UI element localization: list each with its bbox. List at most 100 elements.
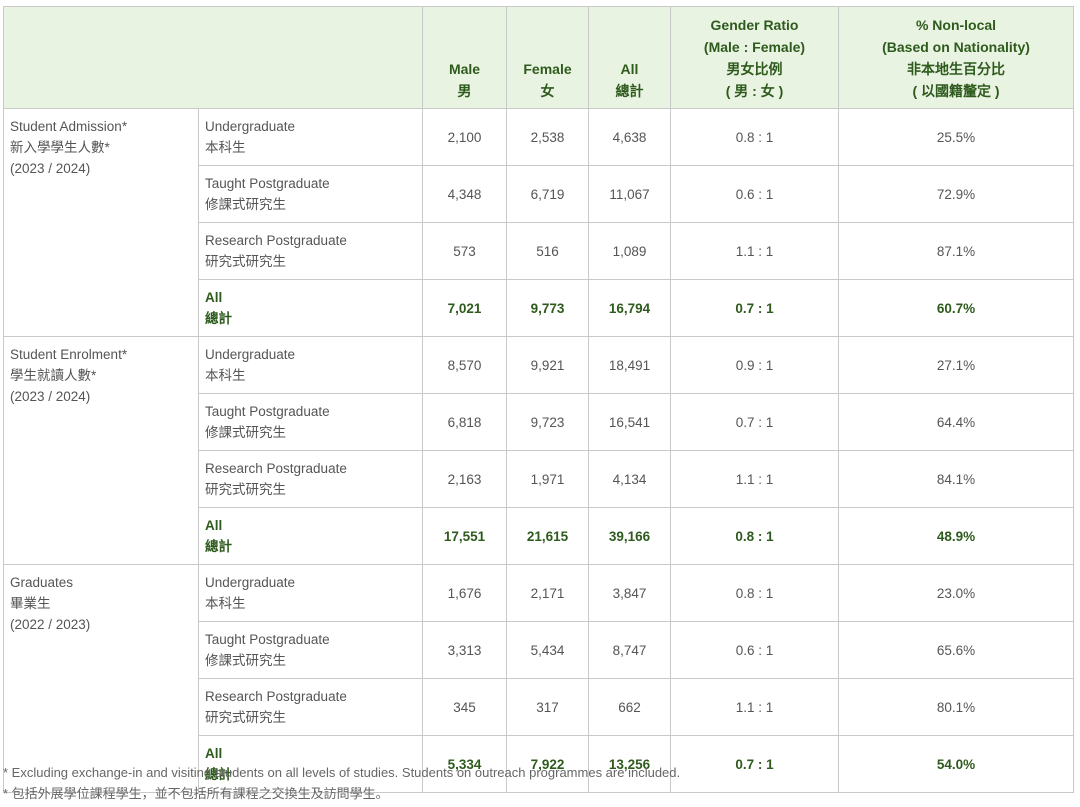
all-count-cell: 39,166: [588, 507, 671, 565]
table-row: Taught Postgraduate 修課式研究生 3,313 5,434 8,747…: [4, 621, 1074, 679]
study-level-zh: 本科生: [205, 368, 246, 383]
study-level-zh: 修課式研究生: [205, 197, 286, 212]
total-row: All 總計 7,021 9,773 16,794 0.7 : 1 60.7%: [4, 279, 1074, 337]
non-local-percent-cell: 23.0%: [838, 564, 1074, 622]
group-label-line: Student Admission*: [10, 119, 128, 134]
study-level-cell: Taught Postgraduate 修課式研究生: [198, 165, 423, 223]
non-local-percent-cell: 54.0%: [838, 735, 1074, 793]
non-local-percent-cell: 48.9%: [838, 507, 1074, 565]
female-count-cell: 7,922: [506, 735, 589, 793]
non-local-percent-cell: 80.1%: [838, 678, 1074, 736]
non-local-percent-cell: 72.9%: [838, 165, 1074, 223]
study-level-en: Research Postgraduate: [205, 233, 347, 248]
gender-ratio-cell: 1.1 : 1: [670, 678, 839, 736]
study-level-cell: Undergraduate 本科生: [198, 564, 423, 622]
study-level-cell: All 總計: [198, 735, 423, 793]
non-local-percent-cell: 60.7%: [838, 279, 1074, 337]
study-level-en: Undergraduate: [205, 347, 296, 362]
gender-ratio-cell: 0.8 : 1: [670, 108, 839, 166]
female-count-cell: 9,921: [506, 336, 589, 394]
table-row: Research Postgraduate 研究式研究生 573 516 1,089 1.…: [4, 222, 1074, 280]
all-count-cell: 11,067: [588, 165, 671, 223]
study-level-cell: Undergraduate 本科生: [198, 108, 423, 166]
header-ratio-line2: (Male : Female): [703, 39, 806, 55]
table-row: Taught Postgraduate 修課式研究生 4,348 6,719 11,06…: [4, 165, 1074, 223]
study-level-en: Taught Postgraduate: [205, 176, 330, 191]
study-level-en: Taught Postgraduate: [205, 632, 330, 647]
all-count-cell: 662: [588, 678, 671, 736]
header-gender-ratio: Gender Ratio (Male : Female) 男女比例 ( 男 : …: [670, 6, 839, 109]
study-level-en: Research Postgraduate: [205, 461, 347, 476]
header-all-en: All: [620, 61, 639, 77]
header-ratio-line1: Gender Ratio: [710, 17, 799, 33]
male-count-cell: 1,676: [422, 564, 507, 622]
table-row: Student Enrolment* 學生就讀人數* (2023 / 2024) Un…: [3, 336, 1074, 565]
male-count-cell: 4,348: [422, 165, 507, 223]
group-label-cell: Graduates 畢業生 (2022 / 2023): [3, 564, 199, 793]
study-level-zh: 總計: [205, 539, 232, 554]
female-count-cell: 9,773: [506, 279, 589, 337]
header-row: Male 男 Female 女 All 總計 Gender Ratio (Mal…: [3, 6, 1074, 109]
header-nonlocal-line3: 非本地生百分比: [907, 61, 1005, 77]
table-row: Student Admission* 新入學學生人數* (2023 / 2024) U…: [3, 108, 1074, 337]
group-label-line: 畢業生: [10, 596, 51, 611]
female-count-cell: 9,723: [506, 393, 589, 451]
header-all: All 總計: [588, 6, 671, 109]
study-level-zh: 研究式研究生: [205, 254, 286, 269]
male-count-cell: 573: [422, 222, 507, 280]
non-local-percent-cell: 27.1%: [838, 336, 1074, 394]
male-count-cell: 5,334: [422, 735, 507, 793]
gender-ratio-cell: 0.7 : 1: [670, 279, 839, 337]
all-count-cell: 1,089: [588, 222, 671, 280]
study-level-zh: 本科生: [205, 596, 246, 611]
female-count-cell: 2,171: [506, 564, 589, 622]
all-count-cell: 16,541: [588, 393, 671, 451]
all-count-cell: 4,134: [588, 450, 671, 508]
header-female: Female 女: [506, 6, 589, 109]
study-level-en: All: [205, 746, 223, 761]
non-local-percent-cell: 65.6%: [838, 621, 1074, 679]
table-row: Research Postgraduate 研究式研究生 2,163 1,971 4,1…: [4, 450, 1074, 508]
study-level-en: All: [205, 518, 223, 533]
study-level-zh: 修課式研究生: [205, 425, 286, 440]
header-male-en: Male: [448, 61, 481, 77]
gender-ratio-cell: 0.9 : 1: [670, 336, 839, 394]
group-label-line: (2023 / 2024): [10, 161, 91, 176]
all-count-cell: 4,638: [588, 108, 671, 166]
male-count-cell: 17,551: [422, 507, 507, 565]
non-local-percent-cell: 25.5%: [838, 108, 1074, 166]
study-level-zh: 總計: [205, 311, 232, 326]
study-level-cell: Research Postgraduate 研究式研究生: [198, 678, 423, 736]
header-non-local: % Non-local (Based on Nationality) 非本地生百…: [838, 6, 1074, 109]
student-statistics-table: Male 男 Female 女 All 總計 Gender Ratio (Mal…: [3, 6, 1074, 793]
header-ratio-line4: ( 男 : 女 ): [725, 83, 784, 99]
all-count-cell: 16,794: [588, 279, 671, 337]
female-count-cell: 1,971: [506, 450, 589, 508]
study-level-en: Taught Postgraduate: [205, 404, 330, 419]
study-level-cell: Taught Postgraduate 修課式研究生: [198, 393, 423, 451]
study-level-cell: Research Postgraduate 研究式研究生: [198, 450, 423, 508]
gender-ratio-cell: 0.7 : 1: [670, 735, 839, 793]
gender-ratio-cell: 0.8 : 1: [670, 564, 839, 622]
footnote-en: * Excluding exchange-in and visiting stu…: [3, 765, 681, 780]
study-level-zh: 總計: [205, 767, 232, 782]
female-count-cell: 516: [506, 222, 589, 280]
study-level-cell: All 總計: [198, 279, 423, 337]
all-count-cell: 3,847: [588, 564, 671, 622]
male-count-cell: 2,100: [422, 108, 507, 166]
male-count-cell: 8,570: [422, 336, 507, 394]
header-nonlocal-line1: % Non-local: [915, 17, 997, 33]
male-count-cell: 2,163: [422, 450, 507, 508]
gender-ratio-cell: 0.6 : 1: [670, 621, 839, 679]
group-label-cell: Student Admission* 新入學學生人數* (2023 / 2024): [3, 108, 199, 337]
study-level-en: Undergraduate: [205, 575, 296, 590]
female-count-cell: 5,434: [506, 621, 589, 679]
header-nonlocal-line4: ( 以國籍釐定 ): [912, 83, 1000, 99]
group-label-line: 學生就讀人數*: [10, 368, 97, 383]
gender-ratio-cell: 1.1 : 1: [670, 450, 839, 508]
header-female-zh: 女: [540, 83, 555, 99]
header-male: Male 男: [422, 6, 507, 109]
non-local-percent-cell: 64.4%: [838, 393, 1074, 451]
female-count-cell: 6,719: [506, 165, 589, 223]
header-all-zh: 總計: [615, 83, 644, 99]
